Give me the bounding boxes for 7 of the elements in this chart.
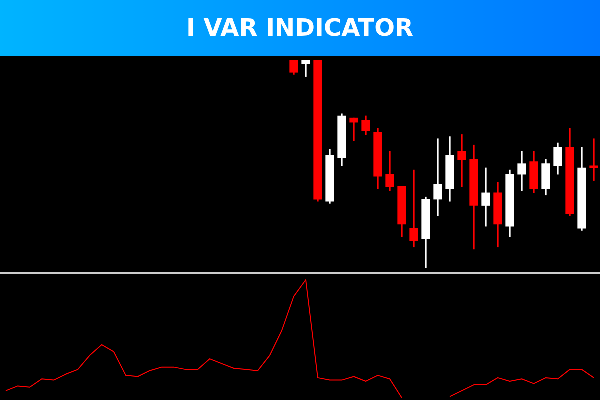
candlestick — [482, 168, 490, 227]
candlestick — [350, 118, 358, 142]
candlestick — [434, 138, 442, 216]
chart-title: I VAR INDICATOR — [186, 14, 414, 42]
candlestick — [410, 170, 418, 248]
candlestick — [458, 134, 466, 188]
candlestick — [590, 138, 598, 181]
